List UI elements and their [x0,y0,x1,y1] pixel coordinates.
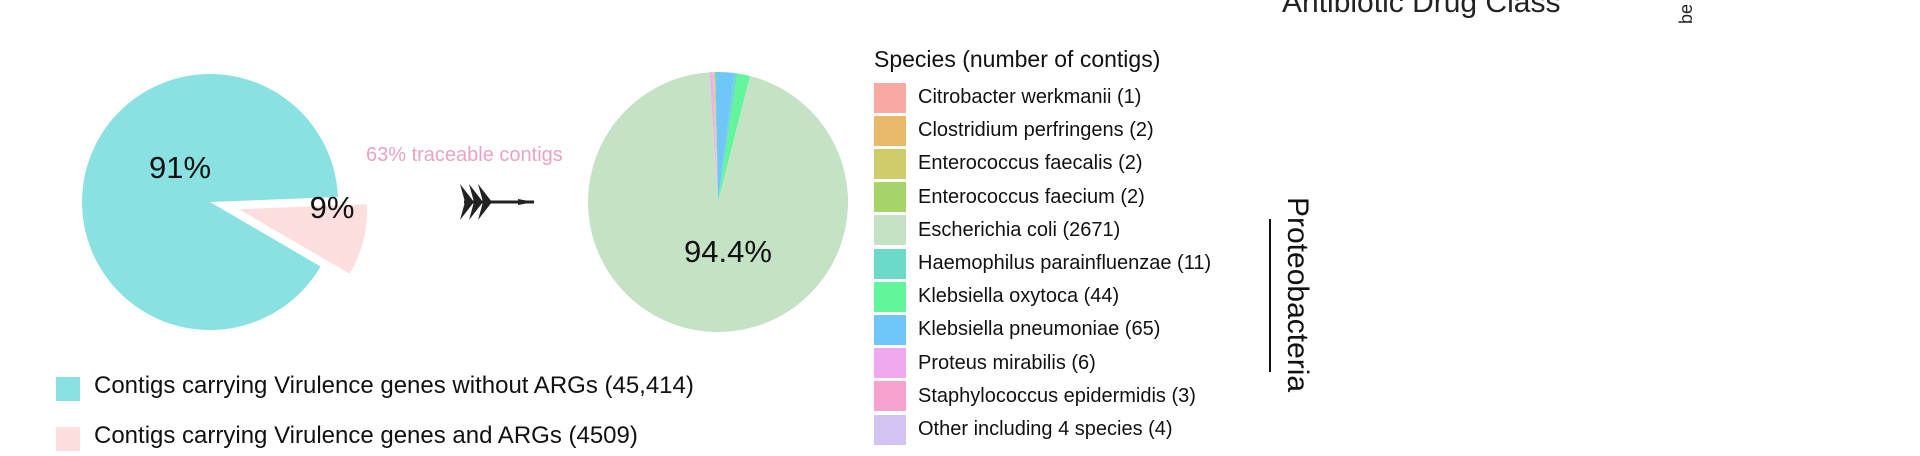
legend-label: Proteus mirabilis (6) [918,351,1096,374]
cut-off-title: Antibiotic Drug Class [1282,0,1561,19]
species-legend-item: Enterococcus faecalis (2) [874,147,1143,180]
legend-swatch [874,414,906,445]
legend-swatch [874,115,906,146]
pie-slice-species [588,72,848,332]
legend-label: Contigs carrying Virulence genes without… [94,372,694,399]
pie-slice-species [714,72,718,202]
legend-label: Staphylococcus epidermidis (3) [918,384,1196,407]
legend-item-with-args: Contigs carrying Virulence genes and ARG… [56,416,638,456]
arrow-head [518,199,534,205]
legend-swatch [874,182,906,213]
pie-slice-species [718,73,751,202]
traceable-annotation: 63% traceable contigs [366,144,563,166]
legend-swatch [874,248,906,279]
legend-item-without-args: Contigs carrying Virulence genes without… [56,366,694,406]
arrow-fletching [469,184,483,220]
legend-swatch [874,381,906,412]
cut-off-label: be [1676,3,1696,24]
pie-slice-species [713,72,718,203]
legend-label: Haemophilus parainfluenzae (11) [918,252,1212,274]
legend-swatch [874,215,906,246]
pie-percent-label: 94.4% [684,234,772,269]
legend-swatch [874,281,906,312]
legend-swatch [874,348,906,379]
species-legend-item: Staphylococcus epidermidis (3) [874,380,1196,413]
pie-slice-species [718,73,738,203]
arrow-fletching [478,184,492,220]
legend-swatch [874,148,906,179]
species-legend-item: Other including 4 species (4) [874,413,1173,446]
legend-label: Other including 4 species (4) [918,418,1173,440]
legend-swatch [874,314,906,345]
species-legend-item: Citrobacter werkmanii (1) [874,81,1141,114]
pie-slice-species [709,72,718,202]
species-legend-item: Clostridium perfringens (2) [874,114,1154,147]
legend-label: Citrobacter werkmanii (1) [918,86,1142,108]
species-legend-item: Escherichia coli (2671) [874,214,1120,247]
species-legend-item: Enterococcus faecium (2) [874,181,1145,214]
pie-slice-with-args [239,204,368,274]
legend-label: Contigs carrying Virulence genes and ARG… [94,422,638,449]
species-legend-item: Klebsiella pneumoniae (65) [874,313,1160,346]
phylum-label: Proteobacteria [1281,197,1314,393]
legend-label: Escherichia coli (2671) [918,218,1121,241]
pie-percent-label: 9% [310,190,355,225]
species-legend-title: Species (number of contigs) [874,46,1161,72]
legend-label: Klebsiella oxytoca (44) [918,285,1120,308]
pie-slice-without-args [82,73,338,330]
pie-slice-species [711,72,718,203]
legend-label: Klebsiella pneumoniae (65) [918,318,1161,341]
pie-percent-label: 91% [149,150,211,185]
pie-slice-species [713,72,718,202]
legend-swatch [56,427,80,451]
pie-slice-species [712,72,718,202]
legend-label: Clostridium perfringens (2) [918,119,1154,142]
arrow-fletching [460,184,474,220]
legend-label: Enterococcus faecium (2) [918,185,1145,208]
legend-label: Enterococcus faecalis (2) [918,152,1143,175]
species-legend-item: Proteus mirabilis (6) [874,347,1096,380]
pie-slice-species [715,72,735,202]
legend-swatch [874,82,906,113]
species-legend-item: Klebsiella oxytoca (44) [874,280,1119,313]
pie-slice-species [714,72,718,202]
species-legend-item: Haemophilus parainfluenzae (11) [874,247,1211,280]
legend-swatch [56,377,80,401]
